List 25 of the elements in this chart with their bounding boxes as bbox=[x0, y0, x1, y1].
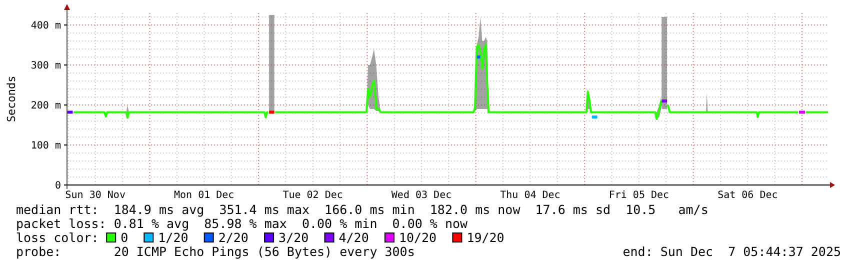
text: probe: 20 ICMP Echo Pings (56 Bytes) every 300s bbox=[16, 244, 415, 259]
x-tick-label: Mon 01 Dec bbox=[174, 190, 234, 201]
x-tick-label: Sun 30 Nov bbox=[65, 190, 126, 201]
x-tick-label: Thu 04 Dec bbox=[500, 190, 560, 201]
y-tick-label: 300 m bbox=[30, 60, 61, 72]
legend-label: 0 bbox=[120, 230, 128, 245]
legend-label: 2/20 bbox=[218, 230, 248, 245]
text: end: Sun Dec 7 05:44:37 2025 bbox=[622, 244, 841, 259]
x-tick-label: Fri 05 Dec bbox=[608, 190, 670, 201]
legend-label: 19/20 bbox=[466, 230, 504, 245]
y-tick-label: 400 m bbox=[30, 20, 61, 32]
x-tick-label: Wed 03 Dec bbox=[391, 190, 452, 201]
x-tick-label: Tue 02 Dec bbox=[282, 190, 343, 201]
legend-label: 3/20 bbox=[278, 230, 309, 245]
legend-title: loss color: bbox=[16, 230, 99, 245]
text: packet loss: 0.81 % avg 85.98 % max 0.00 % min 0.00 % now bbox=[16, 216, 468, 231]
legend-label: 10/20 bbox=[398, 230, 437, 245]
y-axis-title: Seconds bbox=[5, 76, 18, 122]
x-tick-label: Sat 06 Dec bbox=[718, 190, 778, 201]
y-tick-label: 100 m bbox=[30, 140, 61, 152]
text: median rtt: 184.9 ms avg 351.4 ms max 166.0 ms min 182.0 ms now 17.6 ms sd 10.5 am/s bbox=[16, 202, 708, 217]
legend-label: 4/20 bbox=[338, 230, 369, 245]
y-tick-label: 0 bbox=[54, 180, 61, 192]
legend-label: 1/20 bbox=[158, 230, 188, 245]
y-tick-label: 200 m bbox=[30, 100, 61, 112]
